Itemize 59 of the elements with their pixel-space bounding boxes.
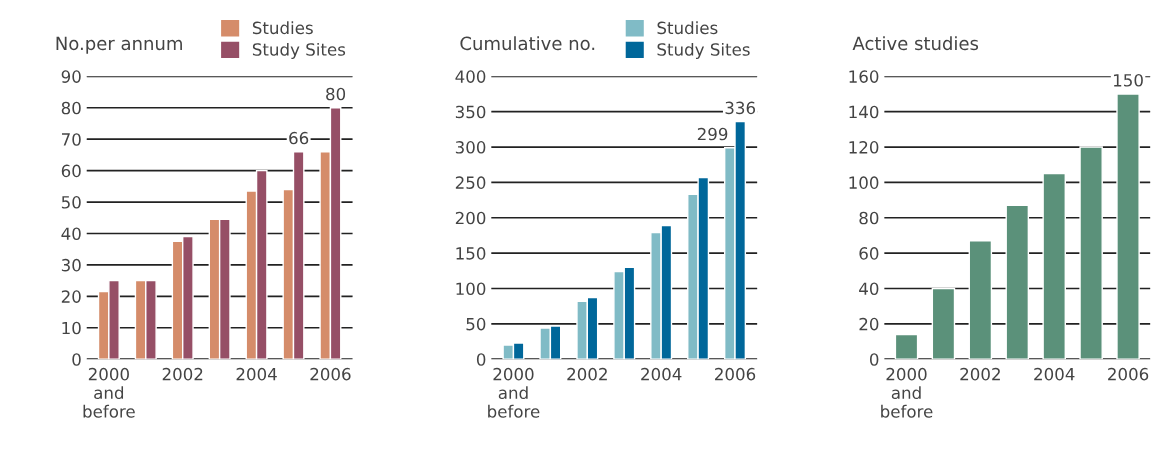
y-axis-title: No.per annum	[56, 36, 182, 54]
y-tick-label: 50	[466, 317, 486, 331]
x-tick-label: 2000 and before	[881, 367, 933, 418]
y-tick-label: 100	[849, 176, 879, 189]
x-tick-label: 2002	[960, 367, 1000, 381]
y-tick-label: 20	[61, 290, 81, 303]
legend-label: Study Sites	[252, 42, 346, 60]
y-tick-label: 90	[61, 70, 81, 83]
x-tick-label: 2006	[1108, 367, 1149, 381]
y-tick-label: 30	[61, 258, 81, 272]
y-axis-title: Cumulative no.	[460, 36, 595, 51]
y-tick-label: 300	[455, 141, 486, 154]
x-tick-label: 2004	[1034, 367, 1075, 381]
y-tick-label: 60	[61, 164, 81, 178]
x-tick-label: 2002	[567, 367, 607, 381]
y-tick-label: 160	[849, 70, 879, 83]
y-tick-label: 80	[61, 101, 81, 115]
x-tick-label: 2000 and before	[488, 367, 540, 418]
data-label: 336	[725, 101, 756, 115]
bar	[1079, 146, 1103, 360]
bar	[1042, 172, 1066, 360]
y-tick-label: 120	[849, 141, 879, 154]
x-tick-label: 2004	[641, 367, 682, 381]
y-tick-label: 70	[62, 133, 81, 146]
y-tick-label: 0	[869, 353, 879, 366]
y-tick-label: 350	[455, 105, 486, 119]
legend-label: Studies	[252, 21, 313, 35]
y-tick-label: 150	[456, 247, 486, 260]
y-tick-label: 140	[849, 105, 879, 119]
y-tick-label: 60	[859, 247, 879, 260]
y-axis-title: Active studies	[852, 36, 979, 51]
y-tick-label: 100	[456, 282, 486, 296]
y-tick-label: 250	[455, 176, 486, 189]
bar	[894, 333, 919, 360]
legend-label: Studies	[657, 21, 718, 35]
y-tick-label: 20	[859, 317, 879, 331]
bar	[1005, 204, 1030, 360]
y-tick-label: 10	[62, 321, 81, 335]
data-label: 80	[326, 87, 346, 101]
legend-label: Study Sites	[657, 42, 750, 60]
bar	[931, 287, 956, 360]
y-tick-label: 40	[859, 282, 879, 296]
x-tick-label: 2006	[715, 367, 756, 381]
x-tick-label: 2006	[310, 367, 351, 381]
y-tick-label: 0	[72, 353, 81, 366]
x-tick-label: 2004	[236, 367, 277, 381]
x-tick-label: 2002	[162, 367, 203, 381]
data-label: 299	[697, 127, 728, 141]
x-tick-label: 2000 and before	[83, 367, 135, 418]
y-tick-label: 40	[61, 227, 81, 241]
y-tick-label: 200	[455, 211, 486, 225]
bar	[968, 240, 993, 360]
data-label: 66	[289, 131, 309, 145]
data-label: 150	[1113, 74, 1143, 87]
y-tick-label: 80	[859, 211, 879, 225]
y-tick-label: 400	[455, 70, 486, 83]
y-tick-label: 0	[476, 353, 486, 366]
y-tick-label: 50	[61, 196, 81, 209]
bar	[1116, 93, 1140, 360]
